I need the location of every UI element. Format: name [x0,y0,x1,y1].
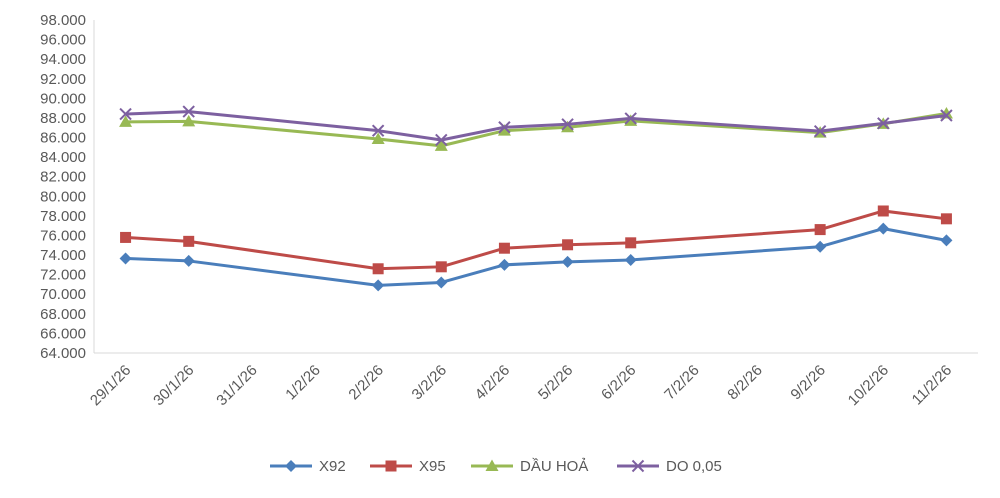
data-point [940,213,952,225]
data-point [561,118,574,131]
legend-label: DO 0,05 [666,458,722,475]
legend-label: DẦU HOẢ [520,458,588,475]
legend-item: DO 0,05 [617,458,722,475]
data-point [182,254,195,267]
y-tick-label: 88.000 [40,110,86,127]
data-point [813,124,827,138]
data-point [561,255,574,268]
y-tick-label: 92.000 [40,71,86,88]
data-point [877,222,890,235]
data-point [814,224,826,236]
legend: X92 X95 DẦU HOẢ DO 0,05 [270,458,722,475]
data-point [182,114,196,127]
series-line [125,227,947,287]
data-point [497,124,511,136]
data-point [562,239,574,251]
axes [93,20,978,354]
data-point [940,109,953,122]
data-point [435,261,447,273]
x-tick-labels: 29/1/26 30/1/26 31/1/26 1/2/26 2/2/26 3/2/26 4… [87,362,955,409]
data-point [119,252,132,265]
y-tick-label: 78.000 [40,208,86,225]
x-tick-label: 8/2/26 [724,362,766,404]
y-tick-label: 84.000 [40,149,86,166]
series-layer [119,105,953,292]
x-tick-label: 5/2/26 [535,362,577,404]
data-point [435,133,448,147]
legend-marker [485,459,499,471]
legend-marker [631,459,645,473]
y-tick-label: 64.000 [40,345,86,362]
data-point [498,121,511,134]
data-point [182,105,195,118]
data-point [434,139,448,151]
y-tick-label: 82.000 [40,169,86,186]
data-point [371,124,385,137]
y-tick-label: 68.000 [40,306,86,323]
data-point [625,237,637,249]
x-tick-label: 10/2/26 [845,362,892,409]
data-point [877,205,889,217]
data-point [183,235,195,247]
data-point [814,240,827,253]
y-tick-label: 94.000 [40,51,86,68]
x-tick-label: 2/2/26 [345,362,387,404]
legend-label: X92 [319,458,346,475]
series-line [125,209,947,271]
x-tick-label: 1/2/26 [282,362,324,404]
data-point [940,234,953,247]
legend-item: X92 [270,458,346,475]
y-tick-label: 90.000 [40,90,86,107]
data-point [371,132,385,144]
legend-label: X95 [419,458,446,475]
y-tick-label: 98.000 [40,12,86,29]
y-tick-label: 72.000 [40,267,86,284]
data-point [877,117,890,130]
legend-marker [285,460,297,472]
series-x95 [120,205,952,275]
series-line [125,110,947,142]
y-tick-label: 80.000 [40,188,86,205]
data-point [372,263,384,275]
data-point [498,258,511,271]
y-tick-label: 76.000 [40,227,86,244]
series-do-0-05 [119,105,953,147]
x-tick-label: 9/2/26 [787,362,829,404]
data-point [372,279,385,292]
y-tick-label: 74.000 [40,247,86,264]
x-tick-label: 31/1/26 [213,362,260,409]
x-tick-label: 30/1/26 [150,362,197,409]
data-point [119,107,132,121]
y-tick-label: 96.000 [40,32,86,49]
x-tick-label: 29/1/26 [87,362,134,409]
x-tick-label: 4/2/26 [472,362,514,404]
y-tick-labels: 64.000 66.000 68.000 70.000 72.000 74.000 76.0… [40,12,86,362]
x-tick-label: 11/2/26 [909,362,956,409]
legend-marker [385,460,397,472]
y-tick-label: 86.000 [40,130,86,147]
y-tick-label: 66.000 [40,325,86,342]
y-tick-label: 70.000 [40,286,86,303]
data-point [624,253,637,266]
x-tick-label: 7/2/26 [661,362,703,404]
data-point [120,231,132,243]
data-point [119,115,133,127]
x-tick-label: 3/2/26 [409,362,451,404]
legend-item: DẦU HOẢ [471,458,588,475]
data-point [435,276,448,289]
data-point [624,112,637,125]
series-x92 [119,222,953,292]
data-point [561,120,575,133]
x-tick-label: 6/2/26 [598,362,640,404]
legend-item: X95 [370,458,446,475]
data-point [498,242,510,254]
